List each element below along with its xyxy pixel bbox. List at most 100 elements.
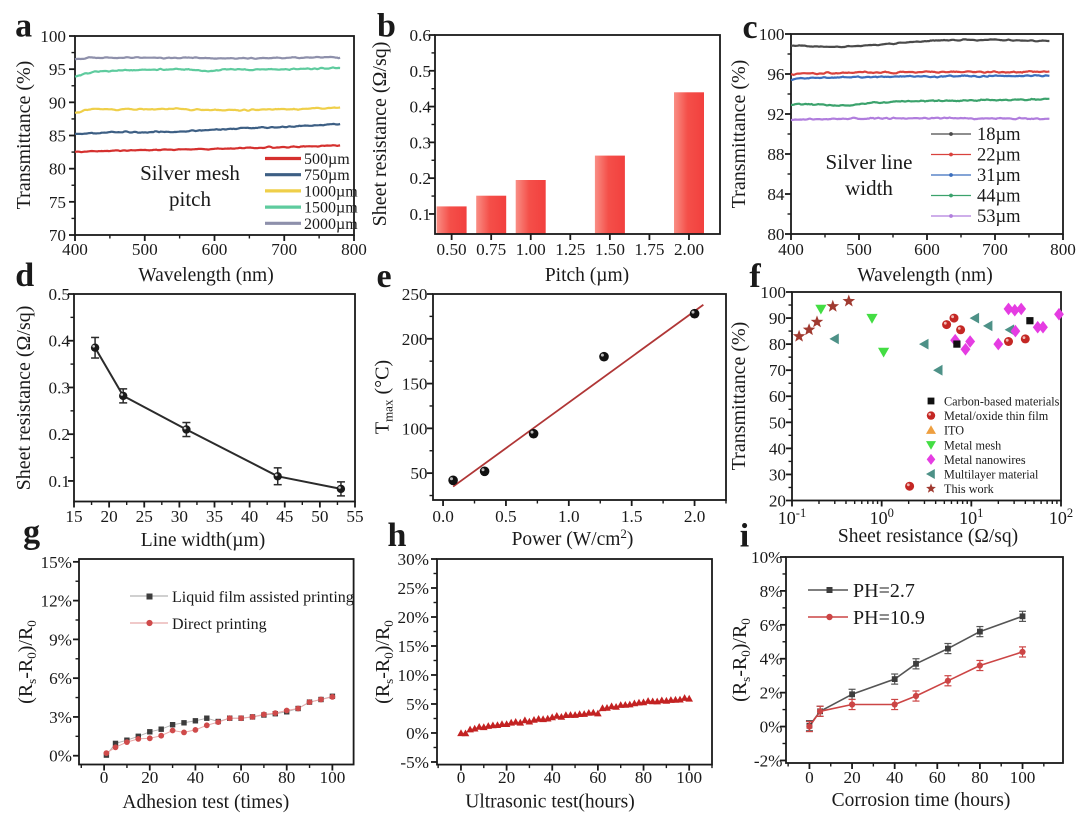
svg-text:PH=2.7: PH=2.7 xyxy=(853,580,915,602)
svg-text:60: 60 xyxy=(233,768,250,787)
svg-text:20: 20 xyxy=(498,768,515,787)
svg-text:-2%: -2% xyxy=(754,752,783,771)
svg-text:50: 50 xyxy=(769,413,786,432)
svg-text:b: b xyxy=(377,8,396,45)
svg-text:1.75: 1.75 xyxy=(634,240,664,259)
svg-text:40: 40 xyxy=(241,507,258,526)
svg-text:100: 100 xyxy=(1010,768,1036,787)
svg-text:0%: 0% xyxy=(49,747,72,766)
svg-text:Pitch (µm): Pitch (µm) xyxy=(545,265,629,286)
svg-text:75: 75 xyxy=(49,193,66,212)
svg-text:88: 88 xyxy=(767,145,784,164)
svg-text:(Rs-R0)/R0: (Rs-R0)/R0 xyxy=(729,618,753,702)
svg-text:0.75: 0.75 xyxy=(476,240,506,259)
svg-text:0.0: 0.0 xyxy=(432,507,453,526)
svg-text:600: 600 xyxy=(914,240,940,259)
svg-text:25: 25 xyxy=(136,507,153,526)
svg-text:Wavelength (nm): Wavelength (nm) xyxy=(138,265,273,286)
svg-text:Metal mesh: Metal mesh xyxy=(944,438,1001,452)
svg-text:Transmittance (%): Transmittance (%) xyxy=(13,61,35,210)
svg-text:750µm: 750µm xyxy=(304,167,350,184)
svg-text:Sheet resistance (Ω/sq): Sheet resistance (Ω/sq) xyxy=(13,306,35,491)
svg-text:e: e xyxy=(376,258,391,295)
svg-text:30: 30 xyxy=(171,507,188,526)
svg-text:i: i xyxy=(740,518,749,555)
svg-text:400: 400 xyxy=(778,240,804,259)
svg-text:500: 500 xyxy=(132,240,158,259)
svg-text:25%: 25% xyxy=(397,579,429,598)
svg-text:(Rs-R0)/R0: (Rs-R0)/R0 xyxy=(372,620,396,704)
svg-text:800: 800 xyxy=(1050,240,1076,259)
svg-text:40: 40 xyxy=(769,439,786,458)
svg-text:200: 200 xyxy=(402,330,428,349)
svg-text:15%: 15% xyxy=(397,637,429,656)
svg-text:10%: 10% xyxy=(397,666,429,685)
svg-text:600: 600 xyxy=(202,240,228,259)
svg-text:3%: 3% xyxy=(49,708,72,727)
svg-text:800: 800 xyxy=(341,240,367,259)
svg-text:1.25: 1.25 xyxy=(555,240,585,259)
svg-text:0.5: 0.5 xyxy=(49,285,70,304)
svg-text:80: 80 xyxy=(49,160,66,179)
svg-text:Multilayer material: Multilayer material xyxy=(944,468,1039,482)
svg-text:0.1: 0.1 xyxy=(410,205,431,224)
svg-text:700: 700 xyxy=(982,240,1008,259)
svg-text:width: width xyxy=(845,176,893,200)
svg-text:a: a xyxy=(15,8,32,45)
svg-text:Liquid film assisted printing: Liquid film assisted printing xyxy=(172,589,354,606)
svg-text:700: 700 xyxy=(271,240,297,259)
svg-text:0.5: 0.5 xyxy=(495,507,516,526)
svg-text:Silver line: Silver line xyxy=(826,150,913,174)
svg-text:53µm: 53µm xyxy=(977,207,1021,227)
svg-text:Line width(µm): Line width(µm) xyxy=(141,530,265,551)
svg-text:80: 80 xyxy=(769,335,786,354)
svg-text:22µm: 22µm xyxy=(977,146,1021,166)
svg-text:Transmittance (%): Transmittance (%) xyxy=(728,60,750,209)
svg-text:0.3: 0.3 xyxy=(49,379,70,398)
svg-text:100: 100 xyxy=(676,768,702,787)
svg-text:0.5: 0.5 xyxy=(410,62,431,81)
svg-text:Sheet resistance (Ω/sq): Sheet resistance (Ω/sq) xyxy=(369,42,391,227)
svg-text:100: 100 xyxy=(760,283,786,302)
svg-text:0: 0 xyxy=(457,768,466,787)
svg-text:500: 500 xyxy=(846,240,872,259)
svg-text:80: 80 xyxy=(767,225,784,244)
svg-text:f: f xyxy=(749,258,761,295)
svg-text:0.2: 0.2 xyxy=(49,425,70,444)
svg-text:30: 30 xyxy=(769,465,786,484)
svg-text:Metal nanowires: Metal nanowires xyxy=(944,453,1026,467)
svg-text:92: 92 xyxy=(767,105,784,124)
svg-text:90: 90 xyxy=(769,309,786,328)
svg-text:60: 60 xyxy=(589,768,606,787)
svg-text:6%: 6% xyxy=(49,669,72,688)
svg-text:ITO: ITO xyxy=(944,424,964,438)
svg-text:PH=10.9: PH=10.9 xyxy=(853,607,925,629)
svg-text:100: 100 xyxy=(40,27,66,46)
svg-text:80: 80 xyxy=(971,768,988,787)
svg-text:d: d xyxy=(15,257,34,294)
svg-text:500µm: 500µm xyxy=(304,151,350,168)
svg-text:31µm: 31µm xyxy=(977,166,1021,186)
svg-text:70: 70 xyxy=(49,226,66,245)
svg-text:250: 250 xyxy=(402,285,428,304)
svg-text:2.0: 2.0 xyxy=(684,507,705,526)
svg-text:44µm: 44µm xyxy=(977,187,1021,207)
svg-text:0: 0 xyxy=(100,768,109,787)
svg-text:40: 40 xyxy=(187,768,204,787)
svg-text:Carbon-based materials: Carbon-based materials xyxy=(944,395,1060,409)
svg-text:20: 20 xyxy=(101,507,118,526)
svg-text:1.0: 1.0 xyxy=(558,507,579,526)
svg-text:1000µm: 1000µm xyxy=(304,183,358,200)
svg-text:40: 40 xyxy=(886,768,903,787)
svg-text:0.3: 0.3 xyxy=(410,133,431,152)
svg-text:6%: 6% xyxy=(760,616,783,635)
svg-text:-5%: -5% xyxy=(400,753,429,772)
svg-text:20: 20 xyxy=(844,768,861,787)
svg-text:Tmax (°C): Tmax (°C) xyxy=(372,360,396,434)
svg-text:Wavelength (nm): Wavelength (nm) xyxy=(857,265,992,286)
svg-text:80: 80 xyxy=(278,768,295,787)
svg-text:This work: This work xyxy=(944,482,995,496)
svg-text:0.4: 0.4 xyxy=(410,98,432,117)
svg-text:0%: 0% xyxy=(760,718,783,737)
svg-text:35: 35 xyxy=(206,507,223,526)
